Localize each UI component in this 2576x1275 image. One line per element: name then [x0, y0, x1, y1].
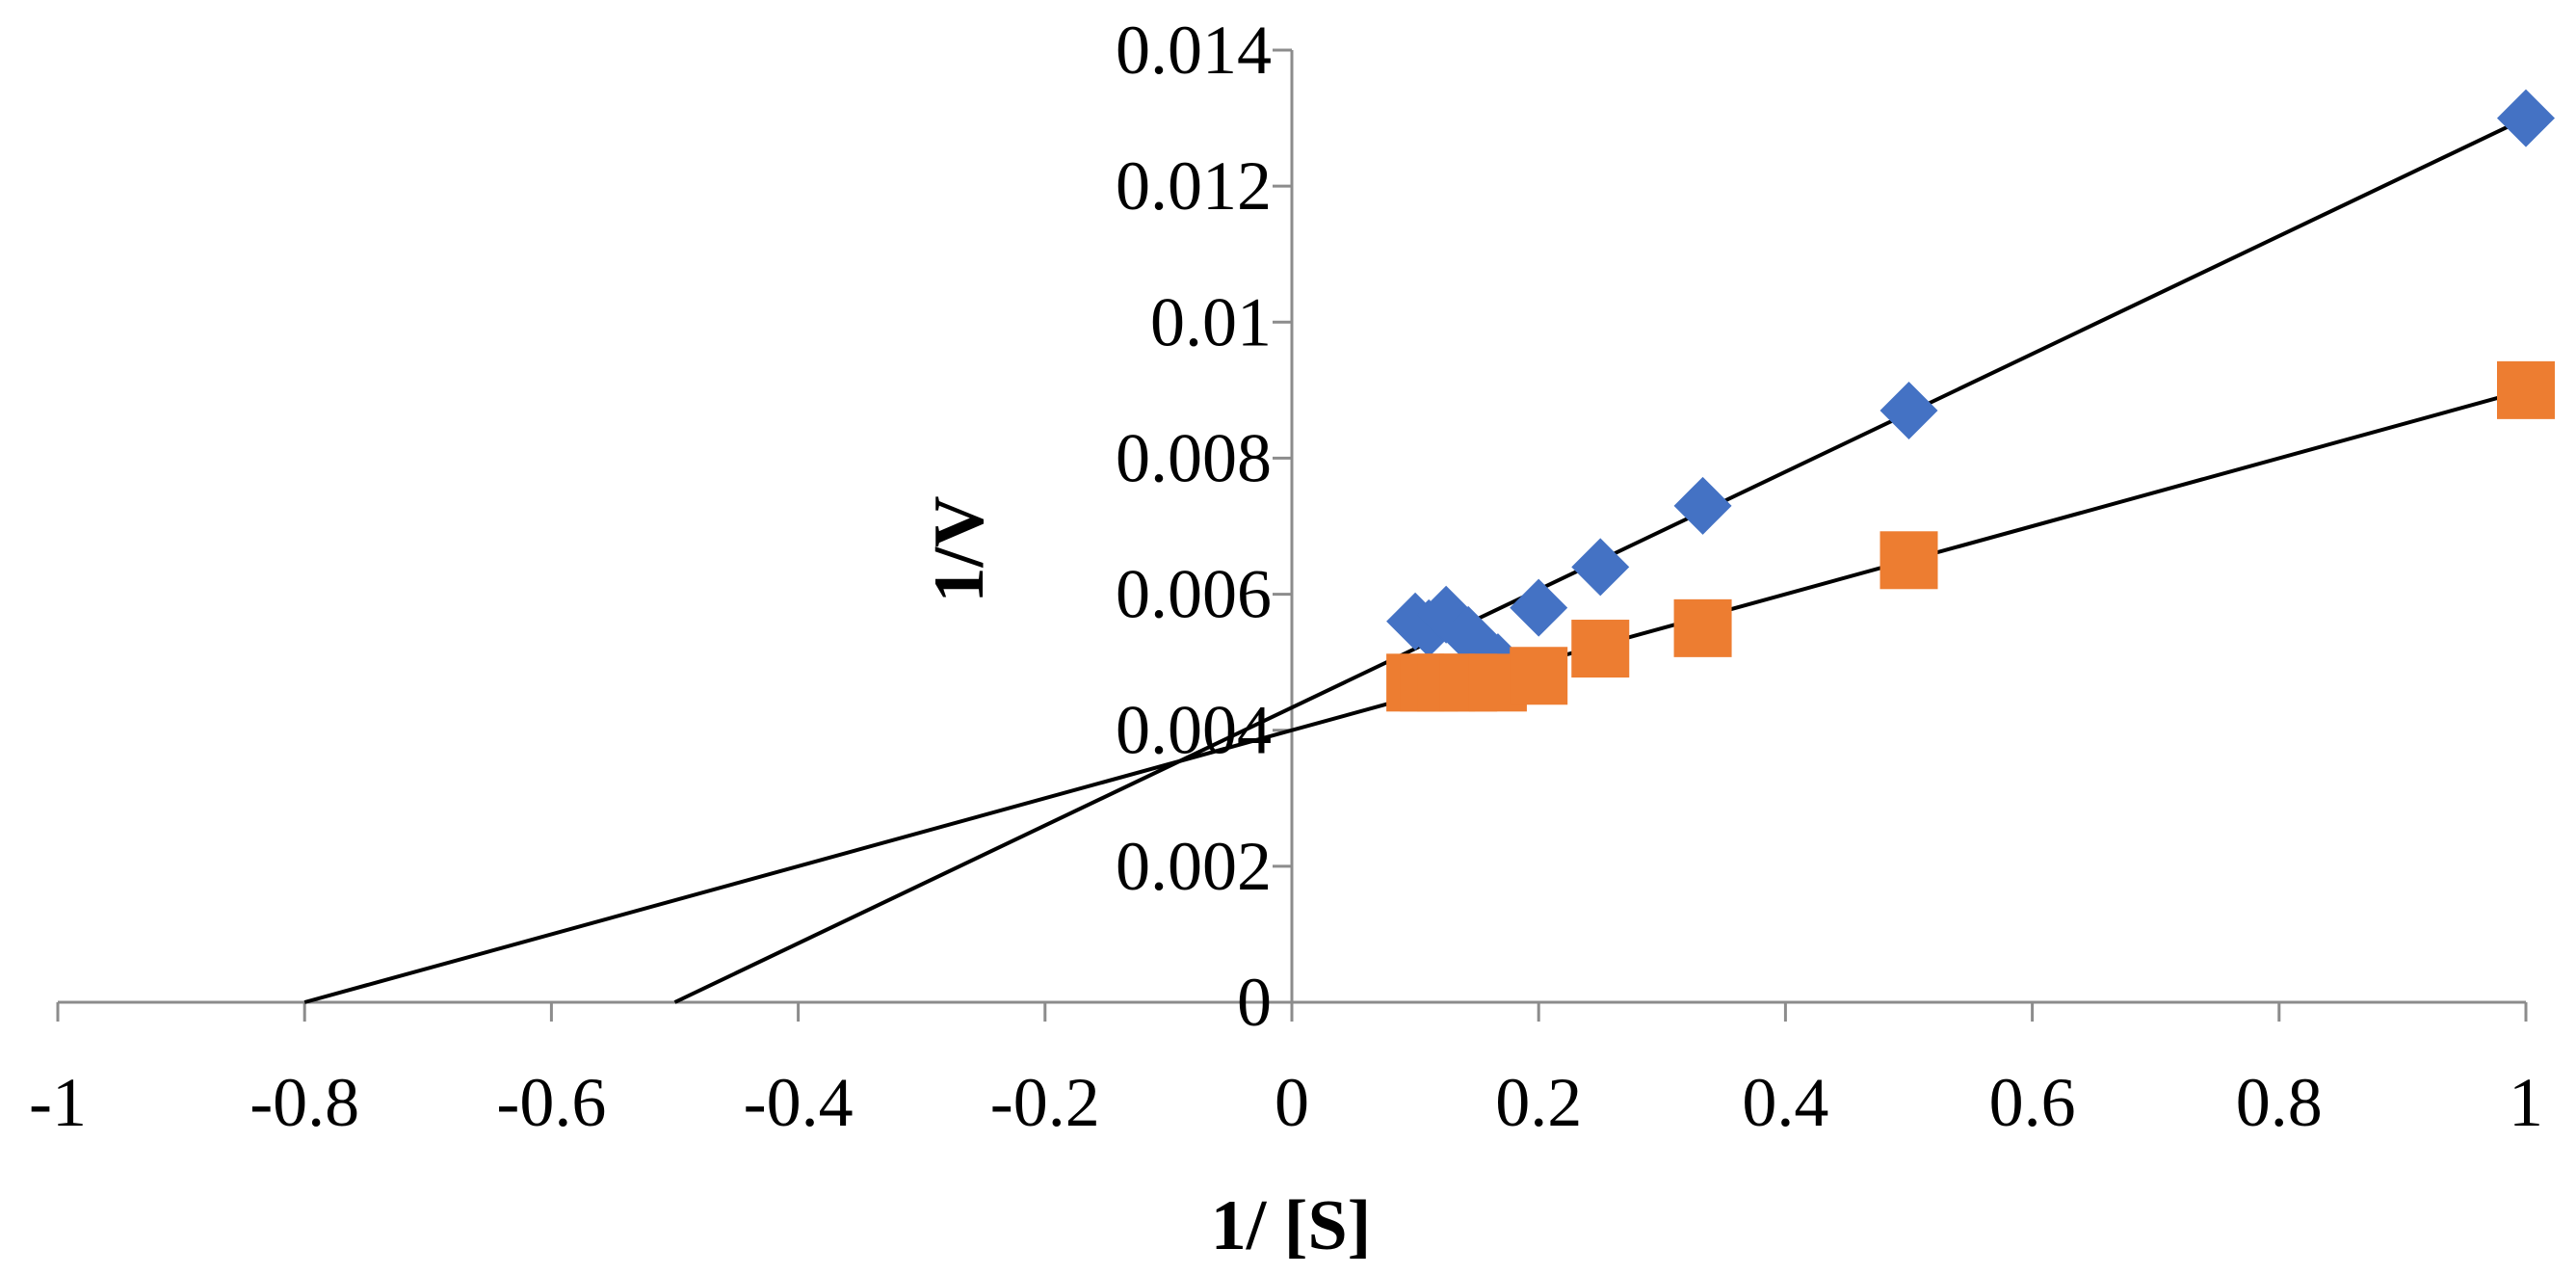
x-tick-label: 0 [1275, 1064, 1309, 1141]
series-2-point [1571, 620, 1630, 678]
x-tick-label: -1 [29, 1064, 87, 1141]
series-1-point [1879, 382, 1938, 440]
y-tick-label: 0.01 [1150, 283, 1272, 360]
x-tick-label: 0.2 [1495, 1064, 1582, 1141]
y-axis-title: 1/V [920, 496, 999, 603]
series-2-point [1673, 598, 1732, 657]
x-tick-label: -0.8 [250, 1064, 359, 1141]
tick-labels: -1 -0.8 -0.6 -0.4 -0.2 0 0.2 0.4 0.6 0.8 1 0 0.002 0.… [29, 12, 2543, 1141]
y-tick-label: 0.012 [1116, 147, 1272, 225]
y-tick-label: 0.014 [1116, 12, 1272, 89]
x-tick-label: 0.8 [2236, 1064, 2323, 1141]
y-tick-label: 0 [1237, 964, 1272, 1041]
series-1-point [2497, 89, 2555, 147]
y-tick-label: 0.008 [1116, 419, 1272, 496]
x-tick-label: -0.2 [990, 1064, 1100, 1141]
series-2-point [1510, 647, 1568, 705]
series-2-point [1879, 531, 1938, 590]
series-1-point [1510, 578, 1568, 637]
x-tick-label: 0.6 [1989, 1064, 2076, 1141]
x-axis-title: 1/ [S] [1211, 1186, 1372, 1265]
series-1-point [1673, 476, 1732, 535]
data-markers [1386, 89, 2555, 712]
y-tick-label: 0.006 [1116, 556, 1272, 633]
x-tick-label: -0.6 [496, 1064, 606, 1141]
y-tick-label: 0.004 [1116, 692, 1272, 769]
x-tick-label: 1 [2509, 1064, 2543, 1141]
axes [56, 48, 2528, 1022]
series-2-point [2497, 360, 2555, 419]
trendlines [303, 116, 2527, 1004]
x-tick-label: 0.4 [1742, 1064, 1828, 1141]
series-1-point [1571, 538, 1630, 597]
x-tick-label: -0.4 [744, 1064, 854, 1141]
y-tick-label: 0.002 [1116, 828, 1272, 905]
